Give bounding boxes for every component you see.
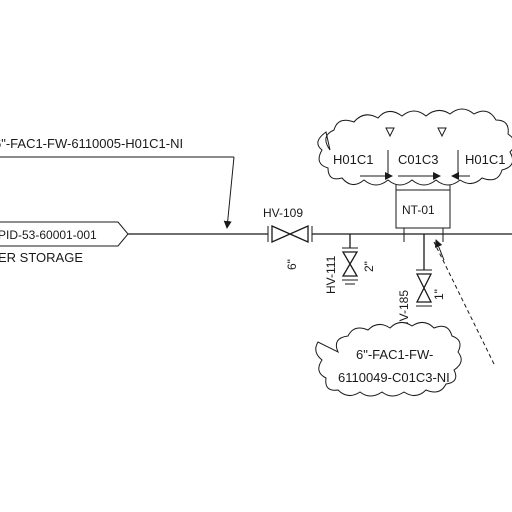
zone-marker-icon xyxy=(385,127,395,138)
valve-hv-185-tag: HV-185 xyxy=(397,290,411,330)
tie-in-nt-01[interactable]: NT-01 xyxy=(395,170,451,242)
tie-in-box xyxy=(395,189,451,229)
valve-hv-111[interactable]: HV-111 2" xyxy=(324,234,376,294)
zone-label-left: H01C1 xyxy=(333,152,373,167)
offpage-ref-label: PID-53-60001-001 xyxy=(0,228,97,242)
zone-cloud-top: H01C1 C01C3 H01C1 xyxy=(317,108,512,186)
valve-hv-185-size: 1" xyxy=(432,289,446,300)
line-number-text-2: 6110049-C01C3-NI xyxy=(338,370,450,385)
valve-hv-111-size: 2" xyxy=(362,261,376,272)
valve-hv-109-size: 6" xyxy=(285,259,299,270)
revision-cloud-shape xyxy=(317,108,512,186)
gate-valve-icon xyxy=(415,273,433,303)
line-number-bottom: 6"-FAC1-FW- 6110049-C01C3-NI xyxy=(315,239,495,397)
zone-label-center: C01C3 xyxy=(398,152,438,167)
leader-arrow xyxy=(434,239,445,261)
zone-label-right: H01C1 xyxy=(465,152,505,167)
revision-cloud-shape xyxy=(315,322,462,397)
tie-in-label: NT-01 xyxy=(402,203,435,217)
gate-valve-icon xyxy=(271,224,309,244)
offpage-connector[interactable]: PID-53-60001-001 ER STORAGE xyxy=(0,221,129,265)
gate-valve-icon xyxy=(341,251,359,277)
leader-arrow xyxy=(223,156,235,229)
valve-hv-109-tag: HV-109 xyxy=(263,206,303,220)
offpage-desc-label: ER STORAGE xyxy=(0,250,83,265)
line-number-top: 6"-FAC1-FW-6110005-H01C1-NI xyxy=(0,136,235,229)
zone-marker-icon xyxy=(437,127,447,138)
svg-text:6"-FAC1-FW-6110005-H01C1-NI: 6"-FAC1-FW-6110005-H01C1-NI xyxy=(0,136,183,151)
leader-dashed xyxy=(433,241,495,365)
valve-hv-185[interactable]: HV-185 1" xyxy=(397,234,446,330)
valve-hv-111-tag: HV-111 xyxy=(324,255,338,294)
valve-hv-109[interactable]: HV-109 6" xyxy=(263,206,313,270)
line-number-text-1: 6"-FAC1-FW- xyxy=(356,347,433,362)
